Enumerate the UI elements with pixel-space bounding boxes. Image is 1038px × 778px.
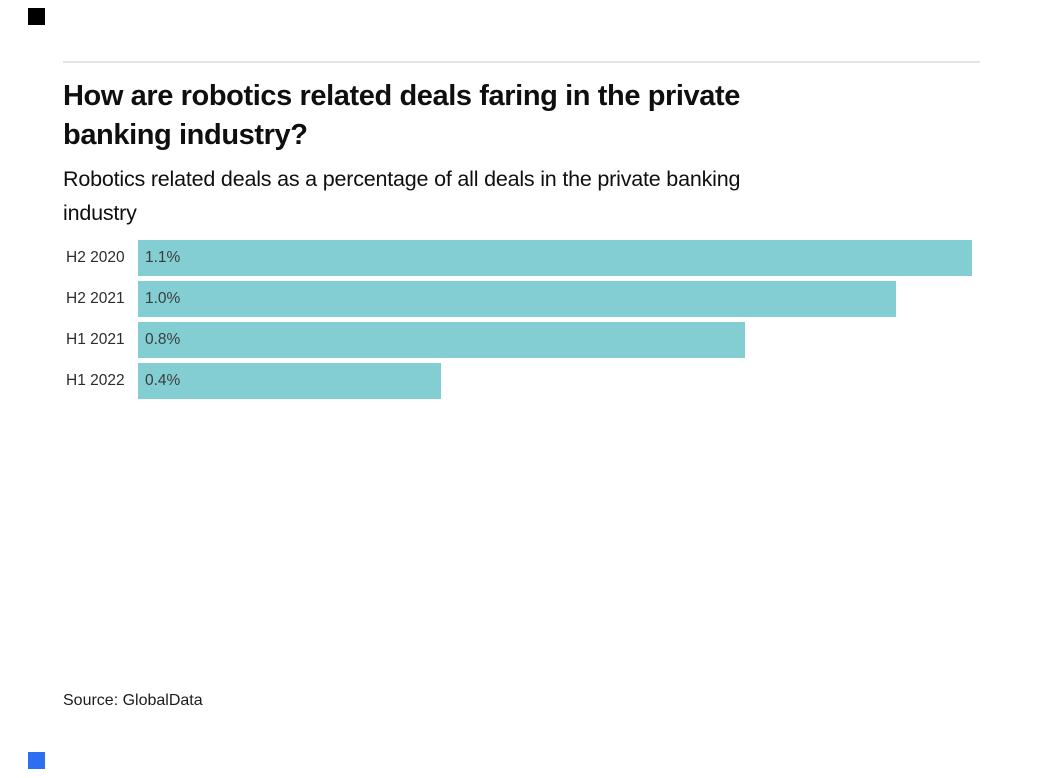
- chart-row: H1 2022 0.4%: [63, 363, 1003, 399]
- bar: 0.8%: [138, 322, 745, 358]
- category-label: H1 2021: [66, 331, 125, 348]
- value-label: 1.0%: [145, 290, 181, 307]
- source-label: Source: GlobalData: [63, 692, 203, 709]
- chart-subtitle-line-2: industry: [63, 201, 137, 225]
- chart-row: H1 2021 0.8%: [63, 322, 1003, 358]
- chart-title-line-2: banking industry?: [63, 119, 308, 151]
- chart-row: H2 2021 1.0%: [63, 281, 1003, 317]
- top-divider: [63, 61, 980, 63]
- category-label: H2 2021: [66, 290, 125, 307]
- value-label: 0.8%: [145, 331, 181, 348]
- value-label: 0.4%: [145, 372, 181, 389]
- brand-square-top: [28, 8, 45, 25]
- bar: 1.1%: [138, 240, 972, 276]
- chart-subtitle-line-1: Robotics related deals as a percentage o…: [63, 167, 741, 191]
- chart-row: H2 2020 1.1%: [63, 240, 1003, 276]
- chart-title: How are robotics related deals faring in…: [63, 77, 983, 155]
- category-label: H2 2020: [66, 249, 125, 266]
- chart-title-line-1: How are robotics related deals faring in…: [63, 80, 740, 112]
- bar-chart: H2 2020 1.1% H2 2021 1.0% H1 2021 0.8% H1 2022…: [63, 240, 1003, 404]
- bar: 0.4%: [138, 363, 441, 399]
- value-label: 1.1%: [145, 249, 181, 266]
- brand-square-bottom: [28, 752, 45, 769]
- category-label: H1 2022: [66, 372, 125, 389]
- bar: 1.0%: [138, 281, 896, 317]
- chart-subtitle: Robotics related deals as a percentage o…: [63, 162, 983, 230]
